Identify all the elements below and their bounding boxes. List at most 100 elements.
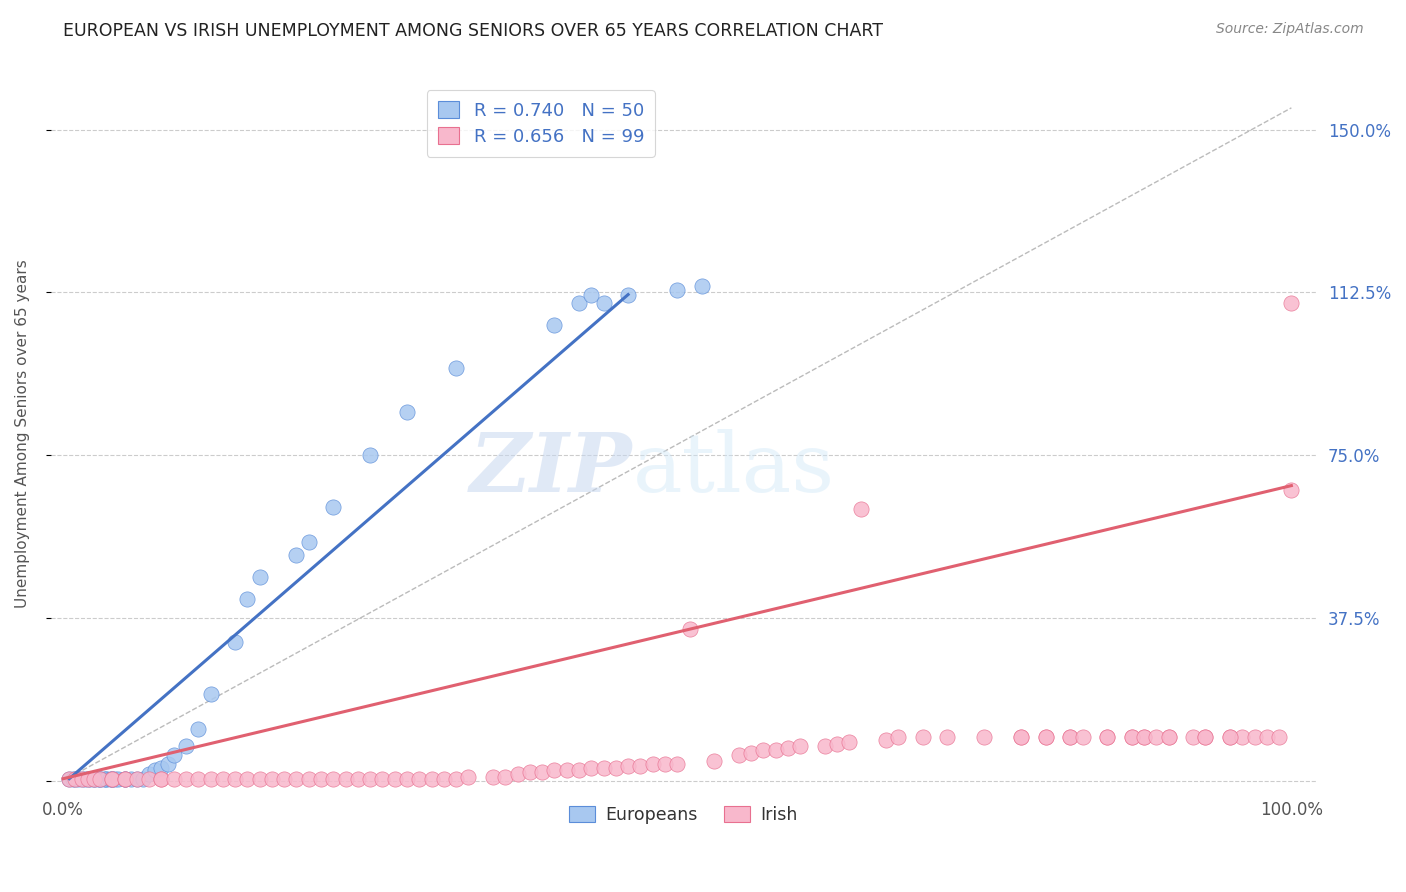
Point — [70, 772, 93, 786]
Point — [973, 731, 995, 745]
Point — [690, 278, 713, 293]
Point — [298, 535, 321, 549]
Point — [825, 737, 848, 751]
Point — [838, 735, 860, 749]
Point — [83, 772, 105, 786]
Point — [1219, 731, 1241, 745]
Point — [555, 763, 578, 777]
Point — [1219, 731, 1241, 745]
Text: ZIP: ZIP — [470, 429, 633, 509]
Point — [752, 743, 775, 757]
Point — [114, 772, 136, 786]
Point — [83, 772, 105, 786]
Point — [740, 746, 762, 760]
Point — [224, 635, 246, 649]
Point — [1095, 731, 1118, 745]
Point — [114, 772, 136, 786]
Point — [666, 756, 689, 771]
Point — [138, 767, 160, 781]
Point — [1279, 483, 1302, 497]
Point — [174, 772, 197, 786]
Point — [727, 747, 749, 762]
Point — [200, 687, 222, 701]
Point — [76, 772, 98, 786]
Point — [58, 772, 80, 786]
Point — [1194, 731, 1216, 745]
Point — [384, 772, 406, 786]
Point — [666, 283, 689, 297]
Point — [1010, 731, 1032, 745]
Point — [617, 287, 640, 301]
Point — [395, 772, 418, 786]
Point — [322, 500, 344, 515]
Point — [86, 772, 108, 786]
Point — [249, 570, 271, 584]
Point — [156, 756, 179, 771]
Point — [65, 772, 87, 786]
Point — [506, 767, 529, 781]
Point — [395, 405, 418, 419]
Point — [592, 296, 614, 310]
Point — [371, 772, 394, 786]
Point — [143, 763, 166, 777]
Text: Source: ZipAtlas.com: Source: ZipAtlas.com — [1216, 22, 1364, 37]
Point — [789, 739, 811, 753]
Point — [107, 772, 129, 786]
Point — [494, 770, 516, 784]
Point — [273, 772, 295, 786]
Point — [260, 772, 283, 786]
Point — [101, 772, 124, 786]
Point — [531, 765, 554, 780]
Point — [285, 548, 308, 562]
Point — [654, 756, 676, 771]
Point — [359, 772, 381, 786]
Point — [125, 772, 148, 786]
Point — [75, 772, 97, 786]
Point — [89, 772, 111, 786]
Point — [150, 772, 173, 786]
Point — [89, 772, 111, 786]
Point — [568, 763, 591, 777]
Point — [1157, 731, 1180, 745]
Point — [76, 772, 98, 786]
Point — [79, 772, 101, 786]
Point — [58, 772, 80, 786]
Point — [70, 772, 93, 786]
Point — [359, 448, 381, 462]
Point — [678, 622, 700, 636]
Point — [1268, 731, 1291, 745]
Point — [1182, 731, 1205, 745]
Point — [101, 772, 124, 786]
Point — [776, 741, 799, 756]
Point — [125, 772, 148, 786]
Text: atlas: atlas — [633, 429, 835, 509]
Text: EUROPEAN VS IRISH UNEMPLOYMENT AMONG SENIORS OVER 65 YEARS CORRELATION CHART: EUROPEAN VS IRISH UNEMPLOYMENT AMONG SEN… — [63, 22, 883, 40]
Point — [581, 761, 603, 775]
Point — [1071, 731, 1094, 745]
Point — [887, 731, 910, 745]
Point — [1144, 731, 1167, 745]
Point — [581, 287, 603, 301]
Point — [408, 772, 430, 786]
Point — [592, 761, 614, 775]
Point — [1256, 731, 1278, 745]
Point — [285, 772, 308, 786]
Point — [482, 770, 505, 784]
Point — [814, 739, 837, 753]
Point — [249, 772, 271, 786]
Point — [911, 731, 934, 745]
Point — [200, 772, 222, 786]
Point — [335, 772, 357, 786]
Point — [765, 743, 787, 757]
Point — [1121, 731, 1143, 745]
Point — [98, 772, 121, 786]
Point — [1035, 731, 1057, 745]
Point — [1243, 731, 1265, 745]
Point — [617, 758, 640, 772]
Point — [309, 772, 332, 786]
Point — [65, 772, 87, 786]
Point — [1133, 731, 1156, 745]
Point — [641, 756, 664, 771]
Point — [66, 772, 89, 786]
Point — [163, 747, 186, 762]
